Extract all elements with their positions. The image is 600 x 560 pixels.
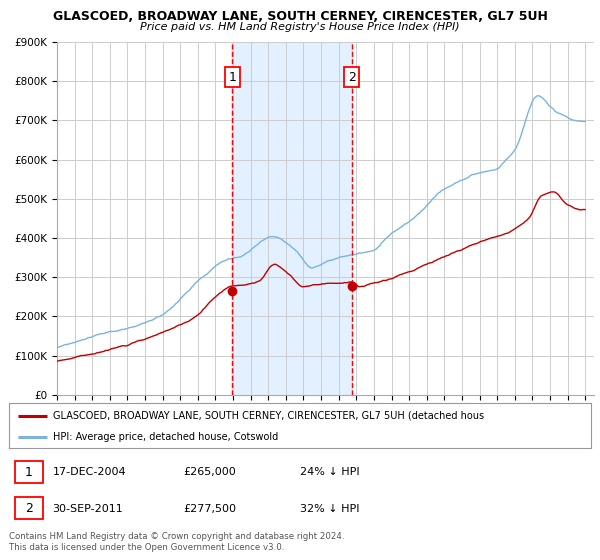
Text: £265,000: £265,000 (184, 467, 236, 477)
Text: 17-DEC-2004: 17-DEC-2004 (53, 467, 126, 477)
Bar (232, 42, 352, 395)
Text: 1: 1 (229, 71, 236, 84)
Text: Price paid vs. HM Land Registry's House Price Index (HPI): Price paid vs. HM Land Registry's House … (140, 22, 460, 32)
Text: 2: 2 (25, 502, 33, 515)
Text: 2: 2 (348, 71, 356, 84)
Text: HPI: Average price, detached house, Cotswold: HPI: Average price, detached house, Cots… (53, 432, 278, 442)
Text: 1: 1 (25, 466, 33, 479)
Text: GLASCOED, BROADWAY LANE, SOUTH CERNEY, CIRENCESTER, GL7 5UH (detached hous: GLASCOED, BROADWAY LANE, SOUTH CERNEY, C… (53, 410, 484, 421)
FancyBboxPatch shape (15, 461, 43, 483)
Text: GLASCOED, BROADWAY LANE, SOUTH CERNEY, CIRENCESTER, GL7 5UH: GLASCOED, BROADWAY LANE, SOUTH CERNEY, C… (53, 10, 547, 23)
Text: Contains HM Land Registry data © Crown copyright and database right 2024.: Contains HM Land Registry data © Crown c… (9, 532, 344, 541)
Text: 32% ↓ HPI: 32% ↓ HPI (300, 503, 359, 514)
Text: This data is licensed under the Open Government Licence v3.0.: This data is licensed under the Open Gov… (9, 543, 284, 552)
Text: 30-SEP-2011: 30-SEP-2011 (53, 503, 124, 514)
Text: £277,500: £277,500 (184, 503, 236, 514)
Text: 24% ↓ HPI: 24% ↓ HPI (300, 467, 359, 477)
FancyBboxPatch shape (15, 497, 43, 519)
